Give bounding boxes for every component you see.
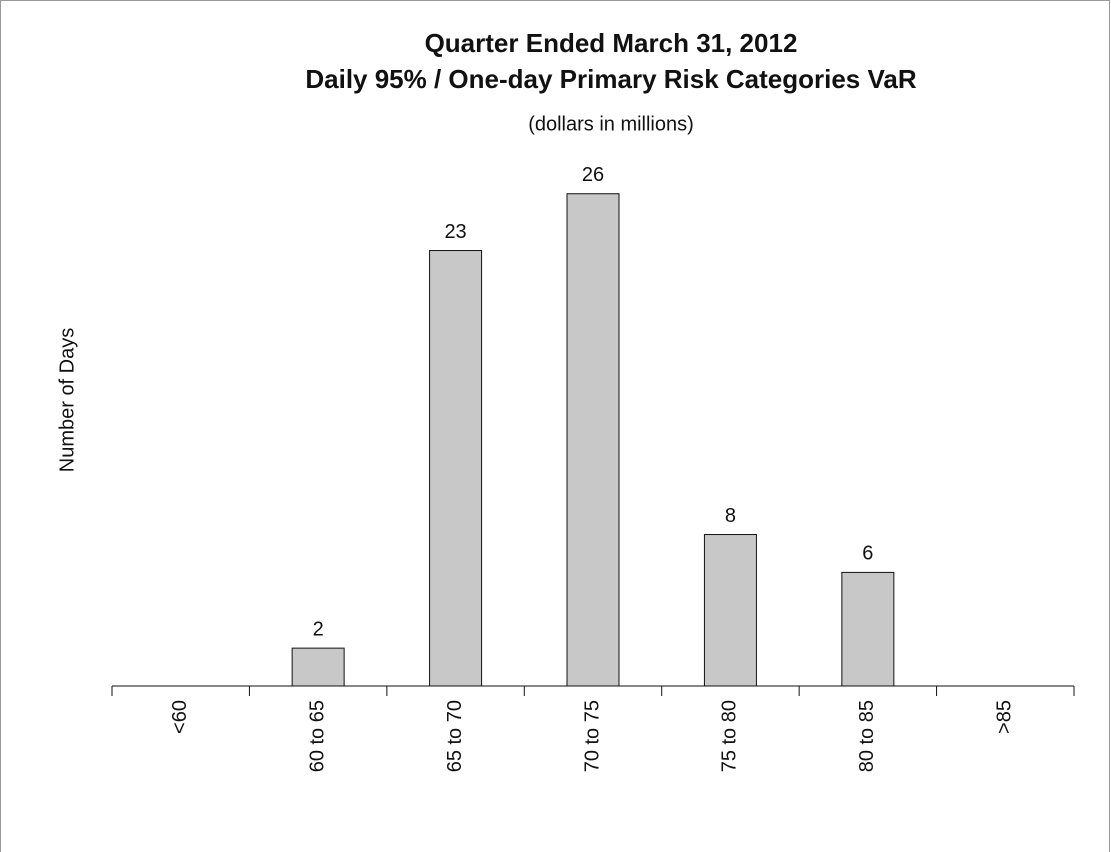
x-tick-label: 65 to 70 <box>444 700 466 772</box>
x-tick-label: <60 <box>169 700 191 734</box>
bar <box>291 647 345 687</box>
y-axis-label: Number of Days <box>56 328 78 473</box>
data-label: 6 <box>862 543 873 565</box>
chart-subtitle: Daily 95% / One-day Primary Risk Categor… <box>305 64 917 94</box>
bar <box>566 193 620 687</box>
x-tick-label: 75 to 80 <box>719 700 741 772</box>
x-tick-label: 60 to 65 <box>306 700 328 772</box>
data-label: 2 <box>313 618 324 640</box>
chart-note: (dollars in millions) <box>528 113 694 135</box>
chart-title: Quarter Ended March 31, 2012 <box>425 28 798 58</box>
bar <box>703 534 757 687</box>
data-label: 26 <box>582 164 604 186</box>
data-label: 23 <box>444 221 466 243</box>
x-tick-label: 80 to 85 <box>856 700 878 772</box>
bar <box>429 250 483 687</box>
x-tick-label: >85 <box>994 700 1016 734</box>
bar <box>841 571 895 687</box>
data-label: 8 <box>725 505 736 527</box>
x-tick-label: 70 to 75 <box>581 700 603 772</box>
